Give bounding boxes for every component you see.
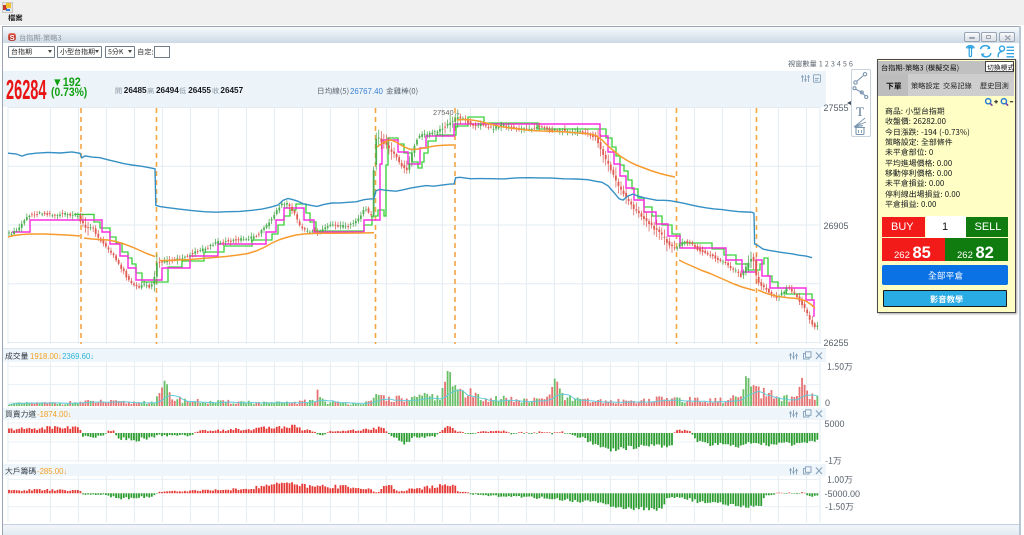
svg-text:T: T <box>856 104 864 119</box>
